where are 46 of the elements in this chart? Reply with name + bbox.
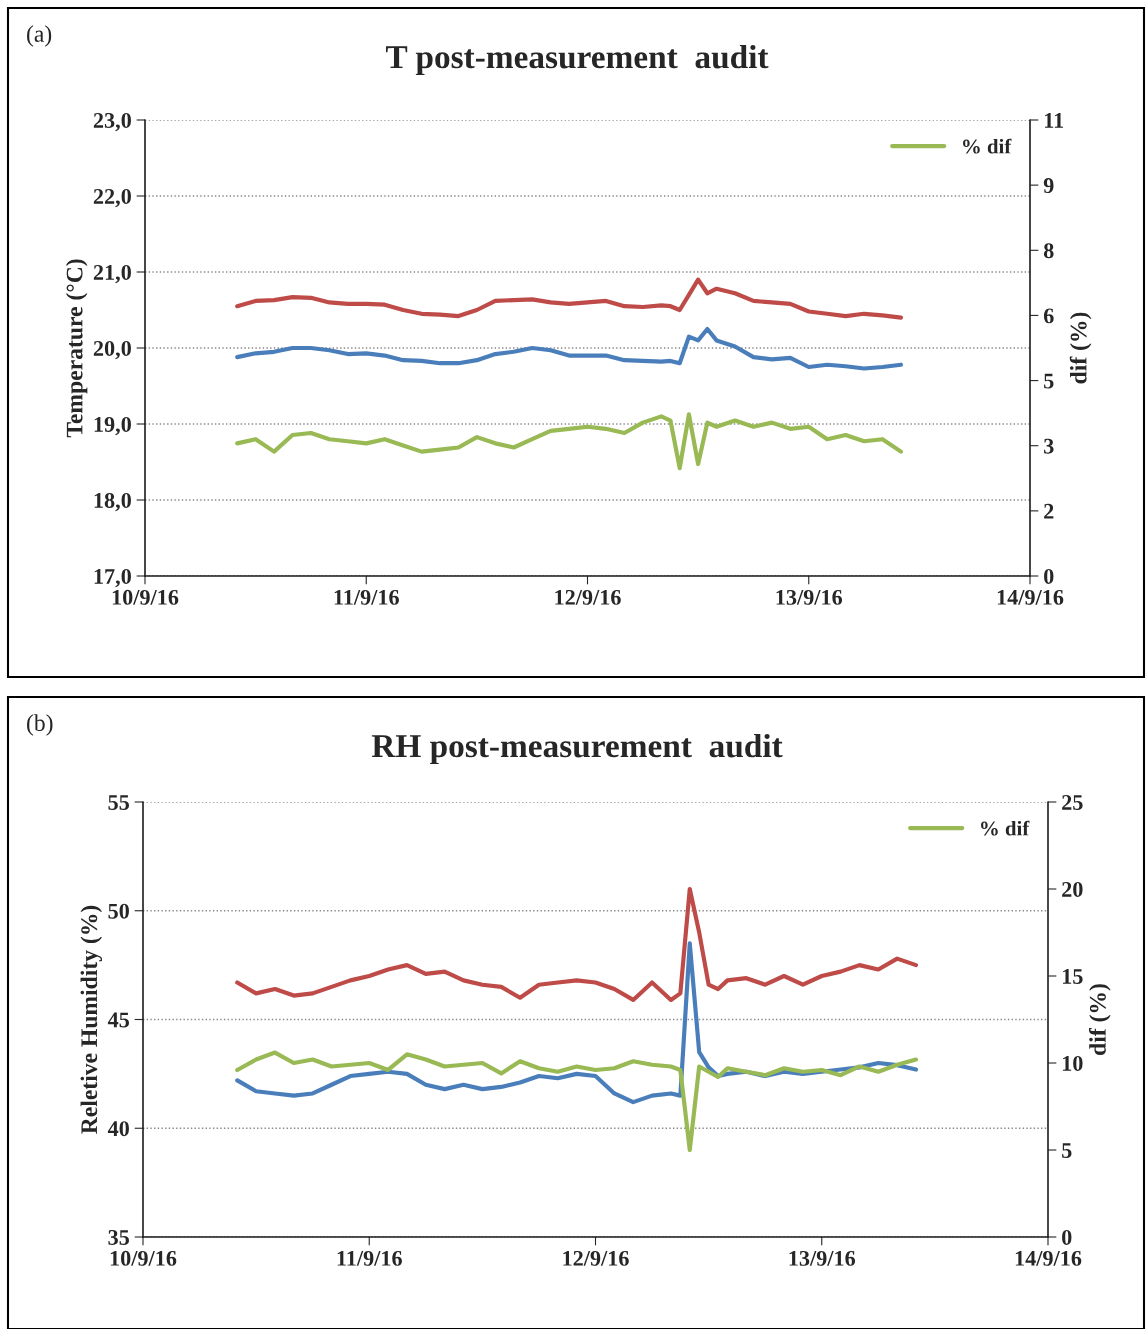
x-tick-label: 13/9/16 (776, 589, 843, 605)
y2-tick-label: 20 (1062, 881, 1083, 897)
chart-title: RH post-measurement audit (371, 733, 783, 765)
y2-tick-label: 2 (1044, 503, 1054, 519)
legend-label: % dif (963, 138, 1012, 154)
y-tick-label: 23,0 (93, 112, 131, 132)
y2-tick-label: 11 (1044, 113, 1064, 128)
y-tick-label: 50 (108, 903, 129, 919)
y-tick-label: 19,0 (94, 416, 131, 436)
y2-tick-label: 5 (1062, 1143, 1072, 1158)
text: (a) (27, 25, 52, 47)
y-tick-label: 40 (107, 1121, 129, 1137)
y2-tick-label: 0 (1044, 568, 1054, 584)
x-tick-label: 14/9/16 (1015, 1250, 1082, 1266)
x-tick-label: 12/9/16 (555, 589, 621, 605)
y-tick-label: 35 (108, 1229, 129, 1245)
y-axis-title: Temperature (°C) (65, 259, 88, 438)
x-tick-label: 14/9/16 (997, 589, 1064, 605)
y2-tick-label: 10 (1062, 1055, 1083, 1071)
y-tick-label: 20,0 (93, 340, 131, 360)
x-tick-label: 11/9/16 (337, 1250, 402, 1266)
x-tick-label: 11/9/16 (334, 589, 399, 605)
y2-tick-label: 8 (1043, 243, 1054, 259)
y2-tick-label: 0 (1062, 1229, 1072, 1245)
y2-axis-title: dif (%) (1069, 312, 1092, 384)
x-tick-label: 13/9/16 (789, 1250, 856, 1266)
y-axis-title: Reletive Humidity (%) (80, 905, 103, 1134)
y2-axis-title: dif (%) (1088, 984, 1111, 1055)
x-tick-label: 10/9/16 (110, 1250, 177, 1266)
text: (b) (27, 714, 53, 736)
y-tick-label: 21,0 (93, 264, 131, 284)
y2-tick-label: 3 (1044, 438, 1054, 454)
y-tick-label: 22,0 (93, 188, 131, 208)
y2-tick-label: 6 (1043, 308, 1054, 324)
x-tick-label: 10/9/16 (112, 589, 179, 605)
y2-tick-label: 15 (1062, 969, 1083, 984)
y-tick-label: 17,0 (94, 568, 131, 588)
legend-label: % dif (981, 820, 1030, 836)
y-tick-label: 18,0 (94, 492, 131, 512)
y2-tick-label: 9 (1043, 178, 1054, 194)
y2-tick-label: 25 (1062, 794, 1083, 810)
y-tick-label: 45 (107, 1012, 129, 1028)
chart-title: T post-measurement audit (385, 44, 769, 76)
x-tick-label: 12/9/16 (563, 1250, 629, 1266)
y2-tick-label: 5 (1044, 373, 1054, 389)
y-tick-label: 55 (108, 795, 129, 810)
